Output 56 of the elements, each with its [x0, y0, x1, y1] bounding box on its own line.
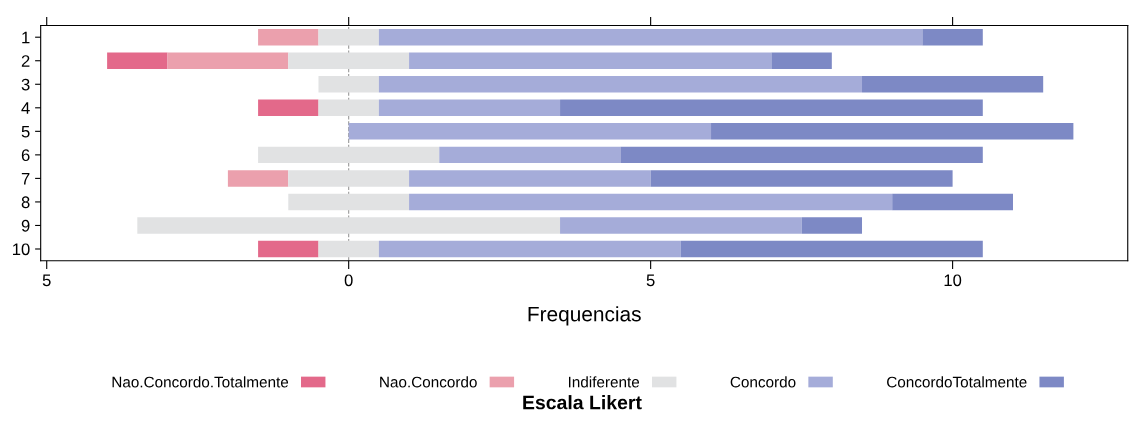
bar — [771, 52, 832, 69]
bar — [258, 240, 319, 258]
legend-label: ConcordoTotalmente — [887, 376, 1027, 388]
legend-label: Nao.Concordo.Totalmente — [112, 376, 289, 388]
bar — [409, 52, 772, 69]
bar — [318, 240, 379, 258]
y-tick-label: 8 — [21, 196, 30, 209]
bar — [711, 123, 1074, 140]
x-axis-title: Frequencias — [528, 306, 641, 326]
bar — [167, 52, 289, 69]
bar — [560, 99, 983, 117]
bar — [258, 28, 319, 46]
y-tick-label: 10 — [13, 243, 30, 256]
x-tick-label: 10 — [944, 274, 962, 287]
bar — [620, 146, 983, 164]
bar — [258, 99, 319, 117]
y-tick-label: 6 — [21, 149, 30, 162]
legend-label: Concordo — [730, 376, 796, 388]
bar — [318, 99, 379, 117]
bar — [288, 193, 410, 211]
x-tick-label: 5 — [646, 274, 655, 287]
bar — [378, 99, 561, 117]
bar — [439, 146, 621, 164]
bar — [318, 76, 379, 93]
y-tick-label: 3 — [21, 78, 30, 91]
y-tick-label: 9 — [21, 219, 30, 232]
y-tick-label: 2 — [21, 55, 30, 67]
bar — [650, 170, 953, 187]
bar — [892, 193, 1013, 211]
y-tick-label: 4 — [21, 102, 30, 114]
bar — [409, 170, 651, 187]
bar — [378, 240, 681, 258]
legend-label: Indiferente — [568, 376, 640, 388]
legend-label: Nao.Concordo — [380, 376, 477, 388]
x-tick-label: 0 — [344, 274, 353, 287]
legend-title: Escala Likert — [523, 395, 642, 410]
bar — [107, 52, 168, 69]
bar — [318, 28, 379, 46]
bar — [922, 28, 983, 46]
bar — [348, 123, 712, 140]
y-tick-label: 1 — [22, 31, 30, 44]
bar — [680, 240, 983, 258]
bar — [560, 217, 802, 234]
bar — [227, 170, 289, 187]
bar — [288, 52, 410, 69]
bar — [378, 28, 923, 46]
y-tick-label: 7 — [21, 172, 30, 185]
bar — [258, 146, 440, 164]
bar — [288, 170, 410, 187]
bar — [137, 217, 561, 234]
bar — [409, 193, 893, 211]
x-tick-label: 5 — [42, 274, 51, 287]
bar — [801, 217, 863, 234]
bar — [862, 76, 1044, 93]
bar — [378, 76, 863, 93]
y-tick-label: 5 — [21, 125, 30, 138]
